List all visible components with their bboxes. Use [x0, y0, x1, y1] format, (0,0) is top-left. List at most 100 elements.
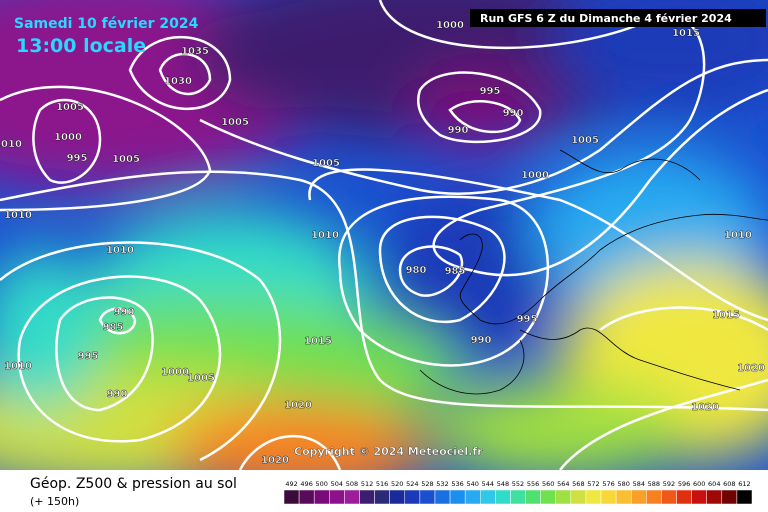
isobar-label: 1010	[724, 230, 752, 241]
isobar-label: 990	[114, 307, 135, 318]
scale-label: 536	[451, 480, 463, 488]
scale-label: 508	[346, 480, 358, 488]
copyright: Copyright © 2024 Meteociel.fr	[294, 445, 483, 458]
isobar-label: 1020	[737, 363, 765, 374]
isobar-label: 995	[67, 153, 88, 164]
scale-swatch	[495, 489, 511, 505]
scale-swatch	[434, 489, 451, 505]
scale-label: 544	[482, 480, 494, 488]
scale-swatch	[449, 489, 466, 505]
date-text: Samedi 10 février 2024	[14, 16, 199, 32]
isobar-label: 1035	[181, 46, 209, 57]
isobar-label: 1005	[187, 373, 215, 384]
scale-label: 504	[331, 480, 343, 488]
scale-swatch	[480, 489, 496, 505]
scale-label: 556	[527, 480, 539, 488]
isobar-label: 1020	[691, 402, 719, 413]
scale-label: 584	[633, 480, 645, 488]
scale-label: 532	[436, 480, 448, 488]
isobar-label: 990	[503, 108, 524, 119]
scale-swatch	[359, 489, 375, 505]
scale-swatch	[555, 489, 572, 505]
isobar-label: 1010	[106, 245, 134, 256]
scale-label: 592	[663, 480, 675, 488]
isobar-label: 995	[78, 351, 99, 362]
isobar-label: 990	[107, 389, 128, 400]
isobar-label: 985	[445, 266, 466, 277]
isobar-label: 985	[103, 322, 124, 333]
scale-swatch	[419, 489, 436, 505]
isobar-label: 1005	[312, 158, 340, 169]
scale-label: 612	[738, 480, 750, 488]
scale-swatch	[661, 489, 677, 505]
scale-swatch	[646, 489, 662, 505]
scale-label: 520	[391, 480, 403, 488]
scale-swatch	[313, 489, 330, 505]
scale-swatch	[736, 489, 753, 505]
scale-swatch	[600, 489, 617, 505]
isobar-label: 1005	[56, 102, 84, 113]
footer-lead: (+ 150h)	[30, 495, 79, 508]
scale-label: 596	[678, 480, 690, 488]
run-box	[470, 9, 766, 27]
run-text: Run GFS 6 Z du Dimanche 4 février 2024	[480, 12, 732, 25]
isobar-label: 1005	[221, 117, 249, 128]
scale-swatch	[283, 489, 300, 505]
scale-label: 564	[557, 480, 569, 488]
scale-label: 500	[316, 480, 328, 488]
coastlines	[419, 149, 768, 395]
scale-swatch	[344, 489, 360, 505]
scale-swatch	[540, 489, 556, 505]
isobar-label: 1015	[712, 310, 740, 321]
isobar-label: 1020	[284, 400, 312, 411]
isobars	[0, 0, 768, 470]
scale-label: 576	[602, 480, 614, 488]
scale-label: 572	[587, 480, 599, 488]
scale-label: 568	[572, 480, 584, 488]
scale-label: 552	[512, 480, 524, 488]
isobar-label: 1000	[521, 170, 549, 181]
scale-swatch	[404, 489, 421, 505]
scale-label: 528	[421, 480, 433, 488]
scale-label: 548	[497, 480, 509, 488]
scale-swatch	[615, 489, 632, 505]
isobar-label: 1020	[261, 455, 289, 466]
scale-swatch	[630, 489, 647, 505]
scale-label: 588	[648, 480, 660, 488]
scale-label: 496	[300, 480, 312, 488]
isobar-label: 1015	[304, 336, 332, 347]
isobar-label: 1000	[54, 132, 82, 143]
isobar-label: 1000	[161, 367, 189, 378]
scale-label: 516	[376, 480, 388, 488]
scale-swatch	[585, 489, 602, 505]
scale-swatch	[570, 489, 587, 505]
scale-swatch	[525, 489, 541, 505]
scale-label: 600	[693, 480, 705, 488]
isobar-label: 990	[471, 335, 492, 346]
isobar-label: 1000	[436, 20, 464, 31]
scale-swatch	[510, 489, 526, 505]
color-scale: 492 496 500 504 508 512 516 520 524 528 532 536 540 5…	[283, 480, 753, 505]
scale-swatch	[691, 489, 707, 505]
scale-swatch	[706, 489, 723, 505]
scale-label: 512	[361, 480, 373, 488]
isobar-label: 1005	[112, 154, 140, 165]
isobar-label: 1015	[672, 28, 700, 39]
isobar-label: 990	[448, 125, 469, 136]
scale-label: 560	[542, 480, 554, 488]
isobar-label: 980	[406, 265, 427, 276]
isobar-label: 995	[480, 86, 501, 97]
scale-label: 492	[285, 480, 297, 488]
scale-swatch	[464, 489, 481, 505]
scale-label: 608	[723, 480, 735, 488]
isobar-label: 995	[517, 314, 538, 325]
isobar-label: 1010	[0, 139, 22, 150]
scale-swatch	[389, 489, 406, 505]
scale-swatch	[721, 489, 738, 505]
scale-swatch	[329, 489, 345, 505]
isobar-label: 1010	[4, 361, 32, 372]
isobar-label: 1010	[4, 210, 32, 221]
scale-swatch	[676, 489, 692, 505]
